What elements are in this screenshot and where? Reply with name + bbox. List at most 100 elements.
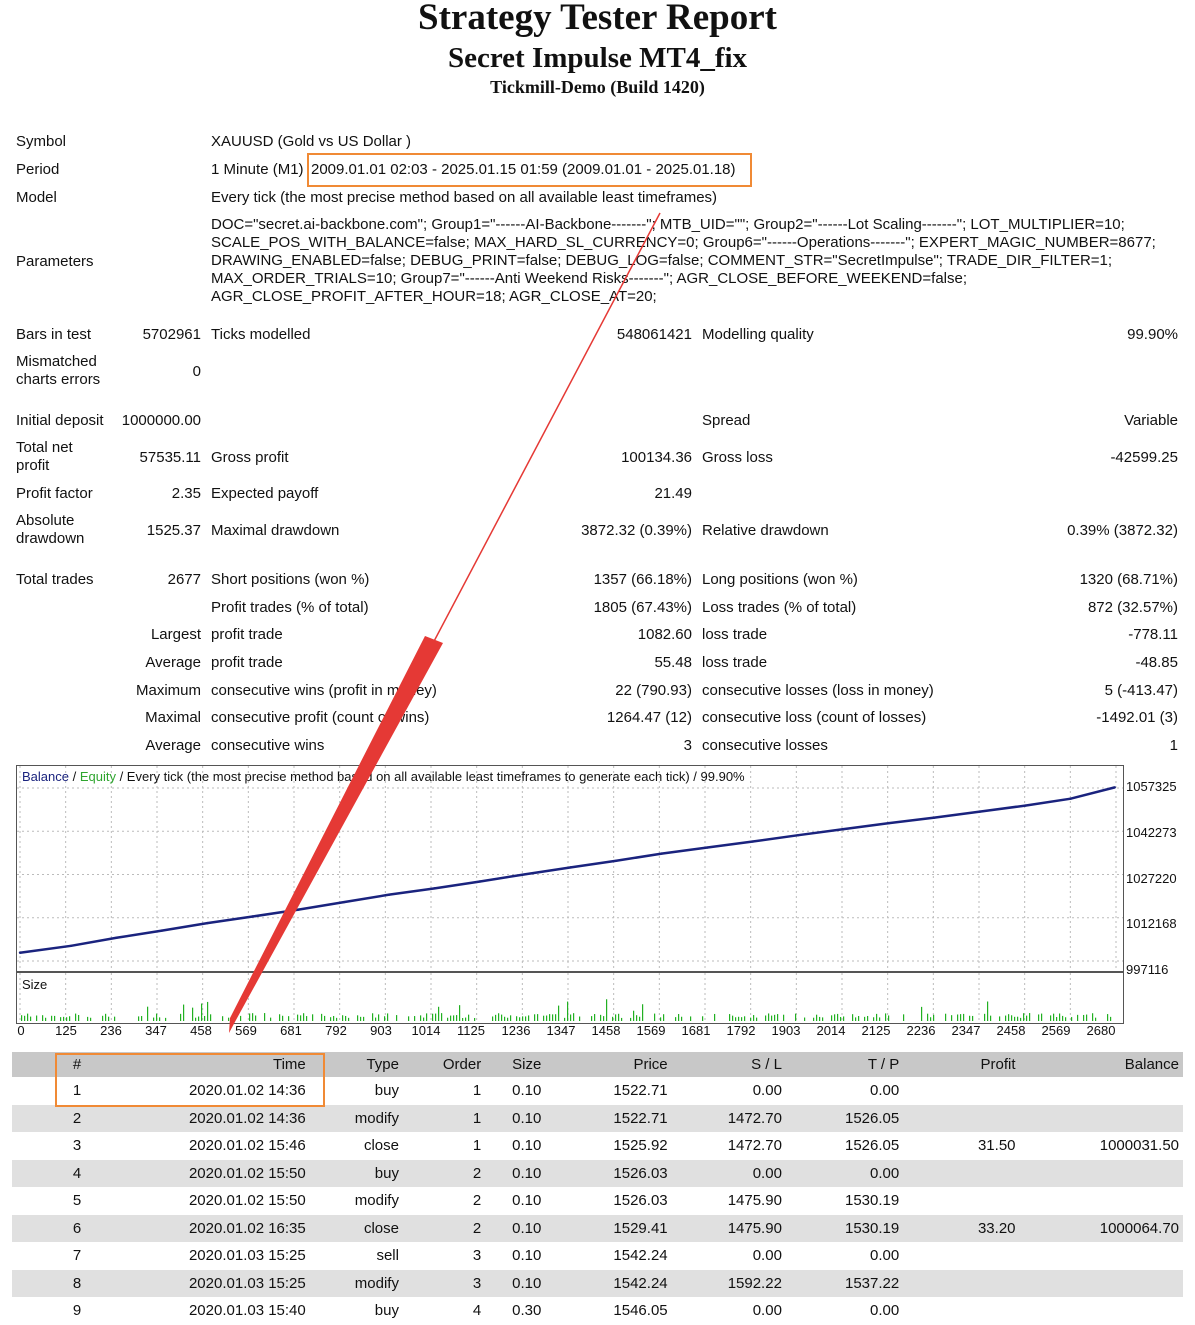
size-chart — [16, 972, 1124, 1024]
size-bar — [960, 1014, 962, 1021]
size-bar — [738, 1016, 740, 1021]
cell-balance — [1020, 1242, 1183, 1270]
size-bar — [744, 1016, 746, 1021]
size-bar — [867, 1015, 869, 1021]
expert-name: Secret Impulse MT4_fix — [447, 42, 748, 74]
size-bar — [840, 1016, 842, 1021]
size-bar — [516, 1016, 518, 1021]
period-highlight-box — [307, 153, 752, 187]
size-bar — [1041, 1013, 1043, 1021]
size-chart-svg — [19, 973, 1112, 1023]
size-bar — [774, 1014, 776, 1021]
size-bar — [1056, 1017, 1058, 1021]
size-bar — [195, 1017, 197, 1021]
size-bar — [345, 1015, 347, 1021]
x-tick-label: 1014 — [411, 1023, 441, 1038]
balance-line — [19, 786, 1116, 954]
x-tick-label: 2236 — [906, 1023, 936, 1038]
balance-point — [1113, 786, 1116, 789]
size-bar — [255, 1015, 257, 1021]
cell-order: 1 — [472, 1082, 482, 1100]
x-tick-label: 125 — [55, 1023, 77, 1038]
largest-profit-label: profit trade — [211, 626, 283, 643]
maximum-label: Maximum — [135, 682, 201, 699]
period-label: Period — [16, 161, 60, 178]
balance-point — [1024, 804, 1027, 807]
x-tick-label: 2125 — [861, 1023, 891, 1038]
size-bar — [756, 1017, 758, 1021]
size-bar — [837, 1013, 839, 1021]
average2-label: Average — [145, 737, 201, 754]
x-tick-label: 1458 — [591, 1023, 621, 1038]
cell-type: modify — [309, 1269, 403, 1297]
size-bar — [249, 1013, 251, 1021]
size-bar — [504, 1016, 506, 1021]
spread-label: Spread — [702, 412, 751, 429]
size-bar — [537, 1014, 539, 1021]
size-bar — [159, 1017, 161, 1021]
size-bar — [876, 1013, 878, 1021]
size-bar — [1011, 1015, 1013, 1021]
size-bar — [60, 1017, 62, 1021]
size-bar — [534, 1014, 536, 1021]
cell-balance: 1000064.70 — [1019, 1214, 1183, 1242]
balance-point — [569, 866, 573, 869]
cell-profit — [903, 1077, 1019, 1105]
col-time: Time — [85, 1052, 310, 1077]
size-bar — [183, 1004, 185, 1021]
size-bar — [885, 1013, 887, 1021]
legend-equity: Equity — [79, 769, 116, 784]
cell-balance: 1000031.50 — [1099, 1137, 1179, 1155]
average-label: Average — [145, 654, 201, 671]
largest-loss-value: -778.11 — [1128, 626, 1178, 643]
size-bar — [240, 1015, 242, 1021]
size-bar — [1017, 1016, 1019, 1021]
deals-header-row: # Time Type Order Size Price S / L T / P… — [12, 1052, 1183, 1077]
cell-type: close — [363, 1137, 399, 1155]
cell-number: 7 — [72, 1247, 82, 1265]
cell-order: 1 — [402, 1104, 486, 1132]
size-bar — [363, 1016, 365, 1021]
spread-value: Variable — [1124, 412, 1178, 429]
payoff-value: 21.49 — [654, 485, 692, 502]
size-bar — [921, 1006, 923, 1021]
cell-sl: 1592.22 — [671, 1269, 786, 1297]
x-tick-label: 0 — [17, 1023, 25, 1038]
trades-label: Total trades — [16, 571, 94, 588]
avg-losses-value: 1 — [1169, 737, 1178, 754]
size-bar — [375, 1017, 377, 1021]
model-label: Model — [16, 189, 57, 206]
cell-type: modify — [309, 1104, 403, 1132]
table-row: 3 2020.01.02 15:46 close 1 0.10 1525.92 1472.7… — [12, 1132, 1183, 1160]
size-bar — [984, 1013, 986, 1021]
size-bar — [474, 1017, 476, 1021]
cell-profit — [903, 1242, 1019, 1270]
size-bar — [732, 1015, 734, 1021]
table-row: 6 2020.01.02 16:35 close 2 0.10 1529.41 1475.9… — [12, 1214, 1183, 1242]
x-tick-label: 1903 — [771, 1023, 801, 1038]
absdd-label: Absolute drawdown — [16, 512, 85, 547]
size-bar — [462, 1017, 464, 1021]
cell-sl: 0.00 — [752, 1082, 782, 1100]
size-bar — [222, 1016, 224, 1021]
max-wins-label: consecutive wins (profit in money) — [211, 682, 437, 699]
cell-time: 2020.01.02 15:46 — [188, 1137, 306, 1155]
size-bar — [1038, 1014, 1040, 1021]
x-tick-label: 1569 — [636, 1023, 666, 1038]
avg-losses-label: consecutive losses — [702, 737, 828, 754]
size-bar — [552, 1014, 554, 1021]
size-bar — [1053, 1013, 1055, 1021]
size-bar — [66, 1017, 68, 1021]
cell-time: 2020.01.02 14:36 — [85, 1104, 310, 1132]
size-bar — [387, 1013, 389, 1021]
cell-time: 2020.01.03 15:25 — [85, 1269, 310, 1297]
maximal-loss-label: consecutive loss (count of losses) — [702, 709, 927, 726]
size-bar — [441, 1013, 443, 1021]
cell-balance — [1020, 1297, 1183, 1325]
size-bar — [1020, 1017, 1022, 1021]
balance-point — [706, 846, 709, 849]
size-bar — [735, 1017, 737, 1021]
size-bar — [207, 1001, 209, 1021]
cell-sl: 0.00 — [752, 1247, 782, 1265]
x-tick-label: 2569 — [1041, 1023, 1071, 1038]
